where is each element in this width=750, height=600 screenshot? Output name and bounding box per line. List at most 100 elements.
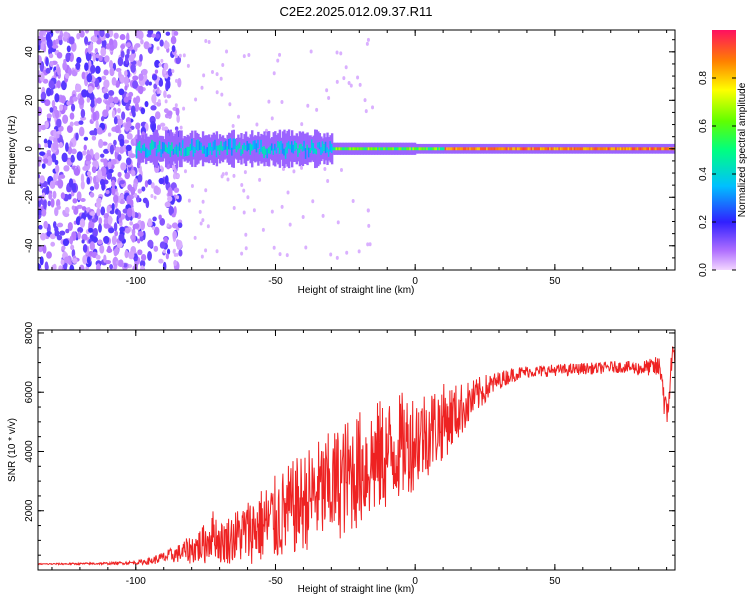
heatmap-cell <box>232 138 235 150</box>
heatmap-cell <box>252 208 256 213</box>
heatmap-cell <box>479 147 483 151</box>
heatmap-cell <box>94 181 100 190</box>
heatmap-cell <box>166 94 172 99</box>
heatmap-cell <box>72 258 78 264</box>
heatmap-cell <box>404 147 408 151</box>
heatmap-cell <box>283 148 286 156</box>
heatmap-cell <box>187 198 191 203</box>
colorbar-tick-label: 0.2 <box>698 215 709 229</box>
heatmap-cell <box>284 147 288 159</box>
heatmap-cell <box>52 263 57 270</box>
heatmap-cell <box>609 147 612 151</box>
heatmap-cell <box>38 156 43 164</box>
heatmap-cell <box>211 146 214 156</box>
x-tick-label: -50 <box>268 576 283 587</box>
heatmap-cell <box>47 142 52 149</box>
heatmap-cell <box>632 147 635 151</box>
heatmap-cell <box>300 143 303 150</box>
heatmap-cell <box>39 62 44 72</box>
heatmap-cell <box>131 210 136 219</box>
heatmap-cell <box>128 54 135 62</box>
heatmap-cell <box>53 128 57 139</box>
heatmap-cell <box>220 92 224 97</box>
heatmap-cell <box>360 147 363 151</box>
heatmap-cell <box>173 252 177 257</box>
heatmap-cell <box>515 147 518 151</box>
heatmap-cell <box>337 147 340 151</box>
heatmap-cell <box>83 136 89 141</box>
heatmap-cell <box>280 99 284 104</box>
heatmap-cell <box>224 171 228 176</box>
heatmap-cell <box>598 147 601 151</box>
heatmap-cell <box>358 82 362 87</box>
heatmap-cell <box>489 147 492 151</box>
heatmap-cell <box>109 144 114 155</box>
heatmap-cell <box>103 254 107 263</box>
heatmap-cell <box>616 147 620 151</box>
heatmap-cell <box>653 147 657 151</box>
heatmap-cell <box>94 30 98 37</box>
heatmap-cell <box>114 230 119 237</box>
heatmap-cell <box>133 192 138 199</box>
heatmap-cell <box>158 140 162 152</box>
heatmap-cell <box>100 166 107 177</box>
heatmap-cell <box>174 78 178 83</box>
heatmap-cell <box>624 147 627 151</box>
heatmap-cell <box>146 148 149 158</box>
heatmap-cell <box>44 30 51 33</box>
heatmap-cell <box>202 73 206 78</box>
heatmap-cell <box>103 218 109 225</box>
heatmap-cell <box>357 147 360 151</box>
heatmap-cell <box>52 141 59 151</box>
x-tick-label: -100 <box>126 276 146 287</box>
heatmap-cell <box>426 147 429 151</box>
heatmap-cell <box>363 147 366 151</box>
heatmap-cell <box>98 223 102 233</box>
heatmap-cell <box>163 142 166 152</box>
heatmap-cell <box>56 222 64 228</box>
heatmap-cell <box>147 250 152 261</box>
heatmap-cell <box>301 214 305 219</box>
heatmap-cell <box>152 88 156 93</box>
heatmap-cell <box>464 147 468 151</box>
heatmap-cell <box>217 145 220 151</box>
heatmap-cell <box>174 146 177 154</box>
heatmap-cell <box>60 95 66 104</box>
heatmap-cell <box>120 162 127 171</box>
heatmap-cell <box>148 81 152 86</box>
heatmap-cell <box>181 140 185 149</box>
heatmap-cell <box>314 148 317 154</box>
heatmap-cell <box>320 147 323 155</box>
heatmap-cell <box>173 187 180 193</box>
heatmap-cell <box>329 141 332 152</box>
heatmap-cell <box>281 143 285 154</box>
heatmap-cell <box>139 235 144 242</box>
heatmap-cell <box>467 147 471 151</box>
heatmap-cell <box>204 148 208 157</box>
heatmap-cell <box>368 242 372 247</box>
heatmap-cell <box>44 99 51 107</box>
heatmap-cell <box>140 39 144 45</box>
heatmap-cell <box>356 75 360 80</box>
heatmap-cell <box>197 139 200 151</box>
heatmap-cell <box>564 147 567 151</box>
heatmap-cell <box>173 259 178 267</box>
heatmap-cell <box>120 193 124 200</box>
heatmap-cell <box>274 143 277 151</box>
heatmap-cell <box>286 142 289 154</box>
heatmap-cell <box>336 220 340 225</box>
heatmap-cell <box>618 147 621 151</box>
heatmap-cell <box>63 165 70 172</box>
snr-x-axis-label: Height of straight line (km) <box>298 584 415 595</box>
heatmap-cell <box>214 139 217 150</box>
heatmap-cell <box>85 51 92 62</box>
heatmap-cell <box>584 147 587 151</box>
heatmap-cell <box>635 147 638 151</box>
heatmap-cell <box>164 99 168 104</box>
heatmap-cell <box>345 250 349 255</box>
heatmap-cell <box>127 95 132 100</box>
heatmap-cell <box>99 30 105 38</box>
y-tick-label: 6000 <box>24 381 35 404</box>
heatmap-cell <box>69 235 74 245</box>
heatmap-cell <box>81 233 88 241</box>
